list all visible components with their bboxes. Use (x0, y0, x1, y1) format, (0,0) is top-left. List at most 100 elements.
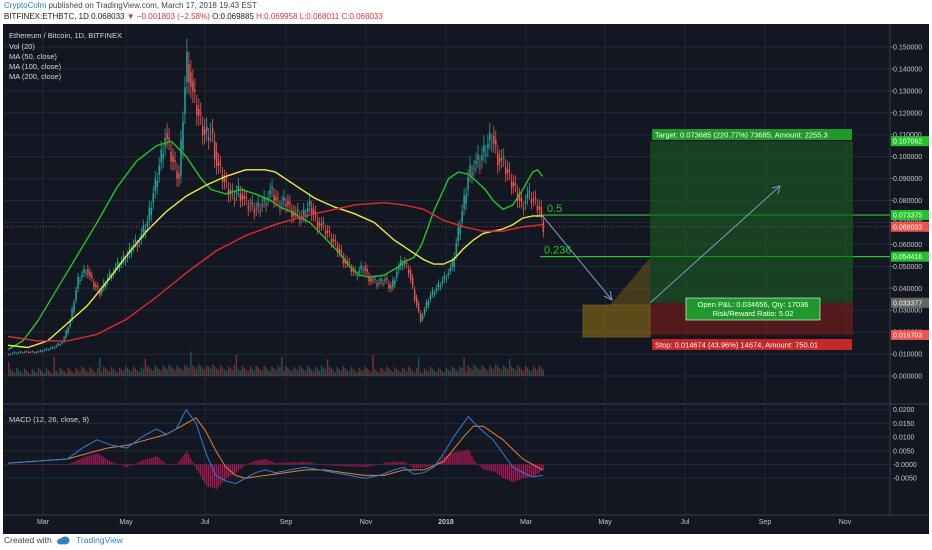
volume-bar (55, 370, 57, 376)
candle-body (41, 351, 44, 353)
macd-histogram-bar (215, 464, 218, 490)
author-link[interactable]: CryptoColm (4, 1, 47, 10)
macd-histogram-bar (293, 462, 295, 465)
candle-body (35, 352, 38, 353)
candle-body (503, 156, 505, 159)
macd-histogram-bar (176, 464, 178, 465)
macd-histogram-bar (200, 464, 202, 477)
candle-body (152, 193, 155, 204)
volume-bar (271, 366, 273, 376)
footer-brand[interactable]: TradingView (76, 535, 123, 545)
volume-bar (160, 370, 162, 376)
macd-histogram-bar (308, 462, 311, 465)
macd-histogram-bar (534, 464, 536, 476)
macd-histogram-bar (518, 464, 521, 480)
macd-histogram-bar (405, 463, 408, 465)
macd-histogram-bar (314, 463, 317, 465)
target-zone (650, 141, 853, 303)
volume-bar (536, 370, 539, 376)
macd-histogram-bar (344, 464, 346, 467)
volume-bar (112, 368, 115, 376)
candle-body (326, 230, 329, 233)
macd-y-tick-label: -0.0050 (893, 476, 917, 483)
macd-histogram-bar (528, 464, 531, 478)
volume-bar (504, 367, 507, 376)
macd-histogram-bar (366, 464, 368, 467)
volume-bar (61, 369, 63, 376)
candle-body (471, 173, 473, 176)
macd-histogram-bar (283, 462, 285, 465)
macd-histogram-bar (279, 462, 281, 465)
macd-histogram-bar (85, 456, 87, 465)
volume-bar (340, 371, 343, 376)
macd-histogram-bar (79, 459, 81, 465)
candle-body (85, 272, 87, 274)
volume-bar (51, 373, 53, 376)
macd-histogram-bar (269, 460, 271, 465)
volume-bar (166, 369, 168, 376)
macd-histogram-bar (352, 464, 354, 467)
candle-body (138, 241, 141, 243)
publish-text: published on TradingView.com, March 17, … (48, 1, 257, 10)
candle-body (360, 265, 362, 270)
macd-histogram-bar (455, 451, 457, 465)
candle-body (130, 250, 133, 254)
macd-histogram-bar (261, 459, 263, 465)
volume-bar (15, 367, 18, 376)
up-arrow-line (649, 185, 781, 304)
volume-bar (489, 365, 491, 376)
macd-histogram-bar (87, 456, 89, 465)
macd-histogram-bar (439, 460, 441, 465)
y-tick-label: 0.110000 (893, 132, 922, 139)
volume-bar (396, 368, 398, 376)
x-tick-label: May (119, 519, 133, 526)
macd-histogram-bar (299, 462, 301, 465)
volume-bar (156, 367, 158, 376)
candle-body (275, 196, 277, 200)
candle-body (409, 270, 412, 280)
x-tick-label: Jul (681, 519, 690, 526)
volume-bar (43, 373, 46, 376)
volume-bar (108, 371, 111, 376)
macd-histogram-bar (23, 464, 26, 465)
volume-bar (336, 367, 339, 376)
volume-bar (348, 371, 350, 376)
volume-bar (417, 357, 420, 376)
volume-bar (11, 370, 14, 376)
macd-histogram-bar (152, 457, 154, 465)
candle-body (194, 89, 196, 92)
candle-body (164, 137, 166, 147)
macd-histogram-bar (495, 464, 497, 473)
volume-bar (186, 365, 188, 376)
candle-body (467, 177, 469, 189)
volume-bar (59, 367, 61, 376)
candle-body (277, 198, 279, 200)
volume-bar (97, 367, 99, 376)
macd-histogram-bar (209, 464, 212, 488)
candle-body (142, 225, 145, 233)
candle-body (128, 247, 131, 254)
macd-histogram-bar (396, 461, 398, 465)
macd-histogram-bar (382, 463, 384, 465)
candle-body (473, 168, 475, 170)
volume-bar (77, 369, 79, 376)
candle-body (504, 167, 507, 174)
macd-histogram-bar (346, 464, 348, 467)
volume-bar (380, 367, 382, 376)
volume-bar (247, 371, 249, 376)
volume-bar (378, 372, 380, 376)
macd-histogram-bar (415, 464, 418, 469)
macd-histogram-bar (445, 455, 447, 465)
volume-bar (243, 367, 246, 376)
volume-bar (87, 371, 89, 376)
volume-bar (449, 371, 451, 376)
volume-bar (318, 370, 321, 376)
volume-bar (520, 368, 523, 376)
macd-histogram-bar (514, 464, 517, 482)
candle-body (93, 282, 95, 287)
volume-bar (421, 373, 424, 376)
candle-body (198, 108, 200, 116)
candle-body (520, 198, 523, 202)
volume-bar (265, 367, 267, 376)
